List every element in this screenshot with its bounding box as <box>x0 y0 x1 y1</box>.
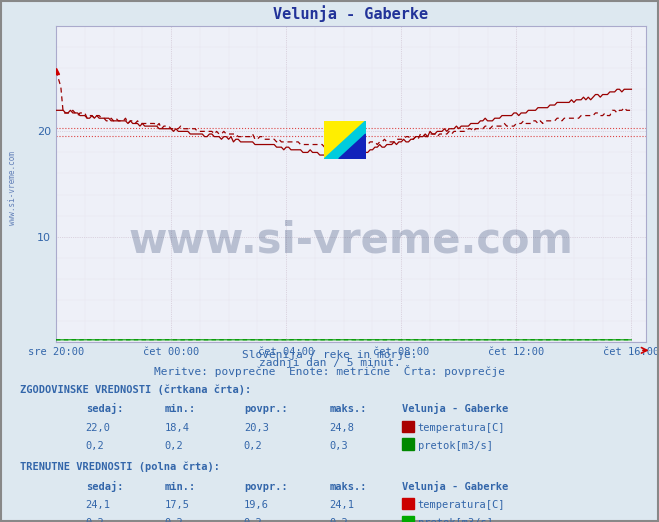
Text: min.:: min.: <box>165 405 196 414</box>
Text: 24,8: 24,8 <box>330 423 355 433</box>
Polygon shape <box>324 121 366 159</box>
Text: 24,1: 24,1 <box>330 501 355 511</box>
Text: 0,2: 0,2 <box>165 441 183 451</box>
Polygon shape <box>324 121 366 159</box>
Text: ZGODOVINSKE VREDNOSTI (črtkana črta):: ZGODOVINSKE VREDNOSTI (črtkana črta): <box>20 384 251 395</box>
Text: povpr.:: povpr.: <box>244 482 287 492</box>
Polygon shape <box>339 134 366 159</box>
Text: 24,1: 24,1 <box>86 501 111 511</box>
Text: pretok[m3/s]: pretok[m3/s] <box>418 441 493 451</box>
Text: TRENUTNE VREDNOSTI (polna črta):: TRENUTNE VREDNOSTI (polna črta): <box>20 461 219 472</box>
Text: temperatura[C]: temperatura[C] <box>418 423 505 433</box>
Text: temperatura[C]: temperatura[C] <box>418 501 505 511</box>
Text: maks.:: maks.: <box>330 405 367 414</box>
Text: 0,2: 0,2 <box>244 441 262 451</box>
Text: maks.:: maks.: <box>330 482 367 492</box>
Text: 0,2: 0,2 <box>244 518 262 522</box>
Text: 0,2: 0,2 <box>86 441 104 451</box>
Text: sedaj:: sedaj: <box>86 404 123 414</box>
Text: 17,5: 17,5 <box>165 501 190 511</box>
Text: Slovenija / reke in morje.: Slovenija / reke in morje. <box>242 350 417 360</box>
Text: 20,3: 20,3 <box>244 423 269 433</box>
Text: 0,3: 0,3 <box>330 441 348 451</box>
Text: zadnji dan / 5 minut.: zadnji dan / 5 minut. <box>258 359 401 369</box>
Text: Velunja - Gaberke: Velunja - Gaberke <box>402 481 508 492</box>
Text: 18,4: 18,4 <box>165 423 190 433</box>
Text: min.:: min.: <box>165 482 196 492</box>
Text: Velunja - Gaberke: Velunja - Gaberke <box>402 404 508 414</box>
Text: www.si-vreme.com: www.si-vreme.com <box>129 220 573 262</box>
Text: 19,6: 19,6 <box>244 501 269 511</box>
Title: Velunja - Gaberke: Velunja - Gaberke <box>273 5 428 22</box>
Text: 22,0: 22,0 <box>86 423 111 433</box>
Text: 0,2: 0,2 <box>330 518 348 522</box>
Text: sedaj:: sedaj: <box>86 481 123 492</box>
Text: Meritve: povprečne  Enote: metrične  Črta: povprečje: Meritve: povprečne Enote: metrične Črta:… <box>154 365 505 377</box>
Text: 0,2: 0,2 <box>86 518 104 522</box>
Text: pretok[m3/s]: pretok[m3/s] <box>418 518 493 522</box>
Text: www.si-vreme.com: www.si-vreme.com <box>8 151 17 225</box>
Text: 0,2: 0,2 <box>165 518 183 522</box>
Text: povpr.:: povpr.: <box>244 405 287 414</box>
